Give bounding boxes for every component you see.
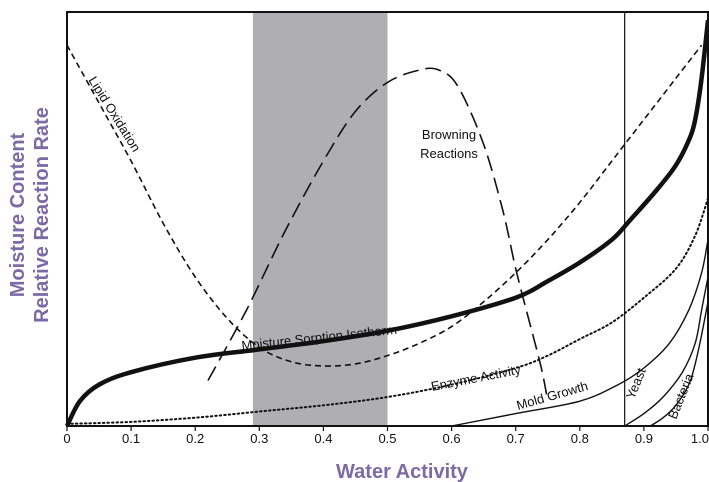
curve-label-browning-reactions: Browning Reactions [420,127,478,161]
curve-label-bacteria: Bacteria [665,371,697,422]
series-line-bacteria [649,301,709,427]
x-tick-label: 1.0 [691,431,709,446]
series-line-moisture-sorption-isotherm [64,20,709,428]
shaded-band [252,12,388,426]
series-layer [64,20,709,428]
x-tick-label: 0.2 [186,431,204,446]
curve-label-lipid-oxidation: Lipid Oxidation [85,74,143,155]
x-tick-label: 0.3 [250,431,268,446]
y-axis-title-line-2: Relative Reaction Rate [31,107,53,323]
x-tick-label: 0.7 [507,431,525,446]
series-line-mold-growth [451,239,709,427]
x-tick-label: 0.9 [635,431,653,446]
x-axis-ticks: 0 0.1 0.2 0.3 0.4 0.5 0.6 0.7 0.8 0.9 1.0 [63,426,709,446]
x-axis-title: Water Activity [336,461,469,482]
x-tick-label: 0.4 [314,431,332,446]
series-line-yeast [624,276,709,427]
y-axis-title-line-1: Moisture Content [7,132,29,297]
series-line-lipid-oxidation [66,44,703,367]
x-tick-label: 0.8 [571,431,589,446]
x-tick-label: 0.6 [443,431,461,446]
x-tick-label: 0 [63,431,70,446]
x-tick-label: 0.5 [378,431,396,446]
curve-label-yeast: Yeast [623,365,649,401]
curve-label-enzyme-activity: Enzyme Activity [430,362,523,394]
series-line-browning-reactions [207,67,549,402]
series-line-enzyme-activity [66,197,709,425]
x-tick-label: 0.1 [122,431,140,446]
